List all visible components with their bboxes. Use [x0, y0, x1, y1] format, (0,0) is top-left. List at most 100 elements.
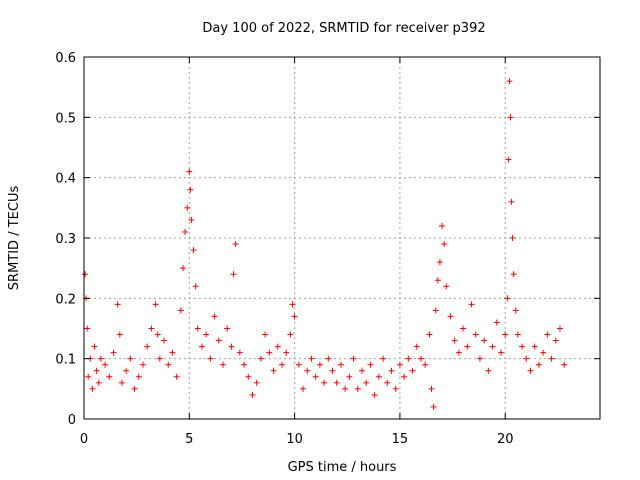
data-point	[274, 343, 281, 350]
data-point	[236, 349, 243, 356]
y-tick-label: 0.5	[55, 111, 76, 126]
data-point	[430, 403, 437, 410]
data-point	[123, 367, 130, 374]
y-tick-label: 0.2	[55, 292, 76, 307]
data-point	[451, 337, 458, 344]
data-point	[481, 337, 488, 344]
data-point	[139, 361, 146, 368]
data-point	[380, 355, 387, 362]
data-point	[337, 361, 344, 368]
data-point	[211, 313, 218, 320]
data-point	[203, 331, 210, 338]
data-point	[91, 343, 98, 350]
data-point	[354, 385, 361, 392]
data-point	[156, 355, 163, 362]
data-point	[116, 331, 123, 338]
data-point	[527, 367, 534, 374]
x-tick-label: 0	[80, 432, 88, 447]
data-point	[152, 301, 159, 308]
data-point	[409, 367, 416, 374]
data-point	[342, 385, 349, 392]
data-point	[131, 385, 138, 392]
data-point	[270, 367, 277, 374]
data-point	[321, 379, 328, 386]
y-tick-label: 0.3	[55, 232, 76, 247]
data-point	[224, 325, 231, 332]
data-point	[135, 373, 142, 380]
data-point	[89, 385, 96, 392]
data-point	[432, 307, 439, 314]
data-point	[396, 361, 403, 368]
data-point	[304, 367, 311, 374]
data-point	[436, 259, 443, 266]
data-point	[184, 204, 191, 211]
data-point	[426, 331, 433, 338]
data-point	[514, 331, 521, 338]
data-point	[177, 307, 184, 314]
data-point	[148, 325, 155, 332]
y-tick-label: 0.4	[55, 172, 76, 187]
data-point	[194, 325, 201, 332]
data-point	[179, 265, 186, 272]
data-point	[428, 385, 435, 392]
data-point	[468, 301, 475, 308]
data-point	[384, 379, 391, 386]
data-point	[422, 361, 429, 368]
data-point	[443, 283, 450, 290]
data-point	[97, 355, 104, 362]
data-point	[485, 367, 492, 374]
data-point	[464, 343, 471, 350]
data-point	[93, 367, 100, 374]
data-point	[186, 168, 193, 175]
data-point	[505, 156, 512, 163]
data-point	[106, 373, 113, 380]
x-tick-label: 5	[185, 432, 193, 447]
data-point	[333, 379, 340, 386]
data-point	[232, 241, 239, 248]
y-tick-label: 0.6	[55, 51, 76, 66]
data-point	[291, 313, 298, 320]
data-point	[544, 331, 551, 338]
data-point	[489, 343, 496, 350]
data-point	[413, 343, 420, 350]
data-point	[245, 373, 252, 380]
data-point	[190, 247, 197, 254]
data-point	[114, 301, 121, 308]
data-point	[367, 361, 374, 368]
axis-ticks: 0 0.1 0.2 0.3 0.4 0.5 0.6 0 5 10 15 20	[55, 51, 600, 447]
data-point	[561, 361, 568, 368]
data-point	[192, 283, 199, 290]
y-axis-label: SRMTID / TECUs	[7, 186, 22, 291]
data-point	[519, 343, 526, 350]
data-point	[498, 349, 505, 356]
data-point	[552, 337, 559, 344]
data-point	[249, 391, 256, 398]
data-point	[506, 78, 513, 85]
data-point	[507, 114, 514, 121]
data-point	[173, 373, 180, 380]
data-point	[455, 349, 462, 356]
data-point	[493, 319, 500, 326]
data-point	[295, 361, 302, 368]
data-point	[85, 373, 92, 380]
data-point	[460, 325, 467, 332]
data-point	[556, 325, 563, 332]
data-point	[439, 222, 446, 229]
data-point	[531, 343, 538, 350]
data-point	[346, 373, 353, 380]
data-point	[371, 391, 378, 398]
data-point	[257, 355, 264, 362]
data-point	[198, 343, 205, 350]
data-point	[417, 355, 424, 362]
data-point	[144, 343, 151, 350]
data-point	[102, 361, 109, 368]
data-point	[127, 355, 134, 362]
data-point	[329, 367, 336, 374]
data-point	[535, 361, 542, 368]
data-point	[84, 325, 91, 332]
data-point	[289, 301, 296, 308]
data-point	[82, 271, 89, 278]
data-point	[472, 331, 479, 338]
data-point	[187, 186, 194, 193]
